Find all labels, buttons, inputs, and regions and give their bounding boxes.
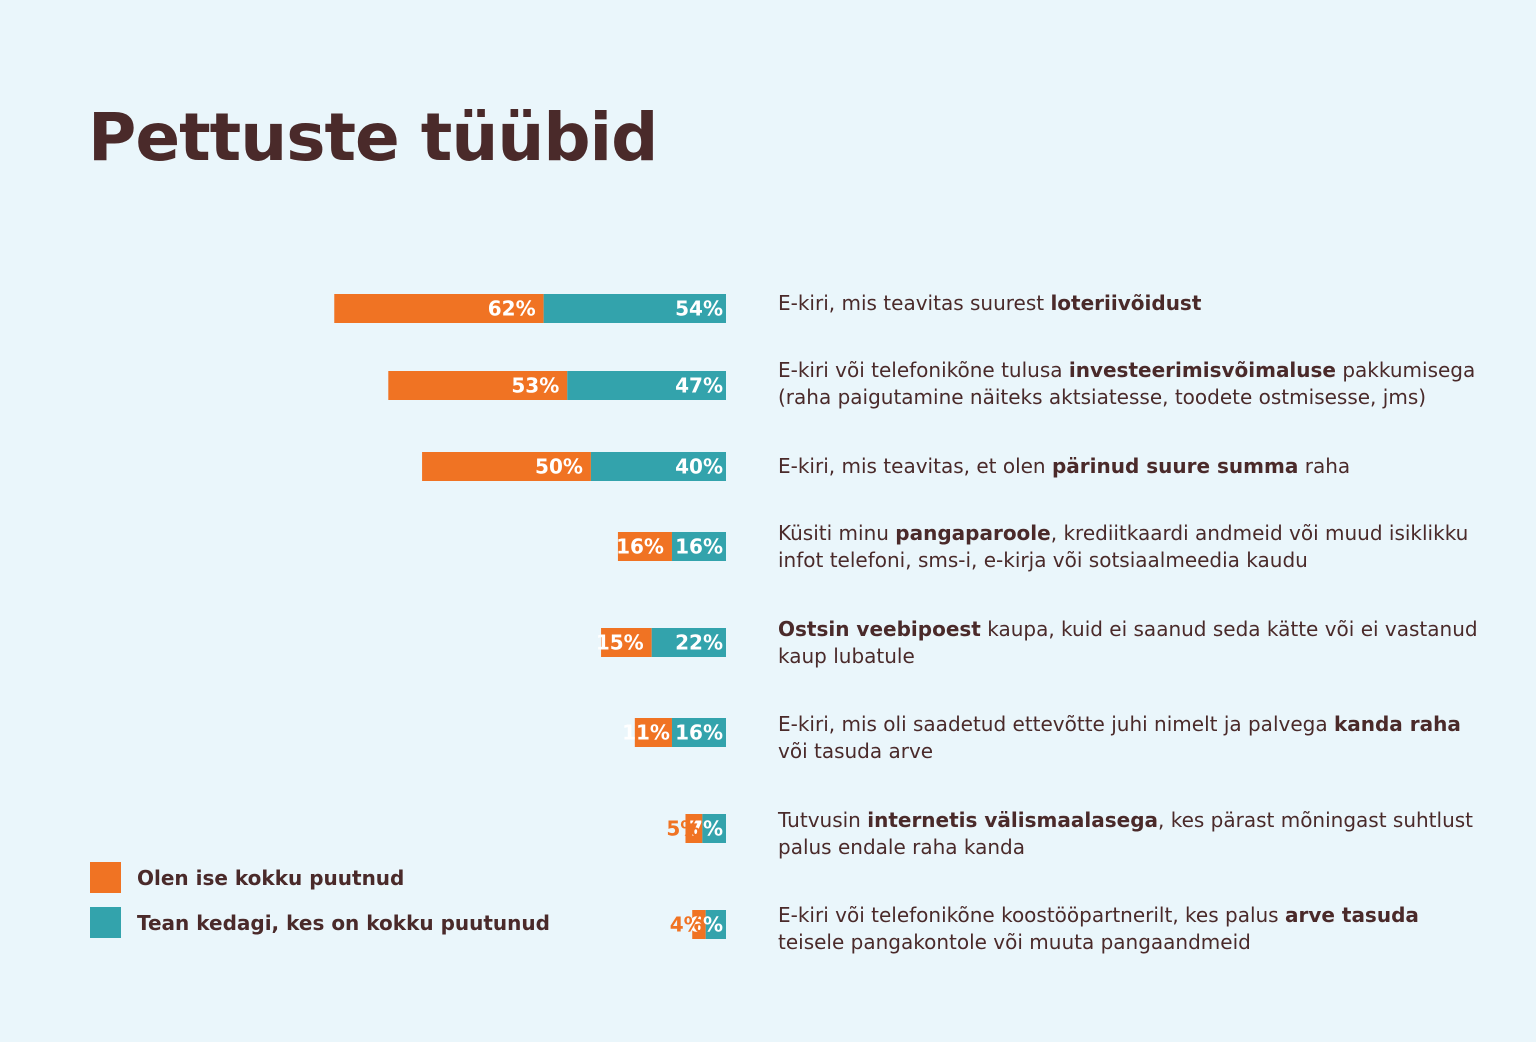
label-know-4: 16% [675, 535, 723, 559]
label-own-7: 5% [666, 817, 700, 841]
bar-own-2 [388, 371, 568, 400]
bar-know-4 [671, 532, 726, 561]
label-own-6: 11% [622, 721, 670, 745]
bar-know-6 [671, 718, 726, 747]
bar-own-1 [334, 294, 544, 323]
bar-own-3 [422, 452, 591, 481]
label-own-4: 16% [616, 535, 664, 559]
category-label-6: E-kiri, mis oli saadetud ettevõtte juhi … [778, 712, 1461, 763]
label-own-2: 53% [511, 374, 559, 398]
label-know-2: 47% [675, 374, 723, 398]
label-know-3: 40% [675, 455, 723, 479]
bar-know-5 [651, 628, 726, 657]
legend-label-know: Tean kedagi, kes on kokku puutunud [137, 910, 550, 935]
bar-know-1 [543, 294, 726, 323]
bar-own-8 [692, 910, 706, 939]
legend-item-own: Olen ise kokku puutnud [90, 862, 404, 893]
legend-swatch-own [90, 862, 121, 893]
category-label-5: Ostsin veebipoest kaupa, kuid ei saanud … [778, 617, 1478, 668]
legend-swatch-know [90, 907, 121, 938]
label-know-1: 54% [675, 297, 723, 321]
label-own-8: 4% [670, 913, 704, 937]
bar-own-5 [601, 628, 652, 657]
bar-know-2 [567, 371, 726, 400]
legend-item-know: Tean kedagi, kes on kokku puutunud [90, 907, 550, 938]
label-know-8: 6% [689, 913, 723, 937]
category-label-3: E-kiri, mis teavitas, et olen pärinud su… [778, 454, 1351, 478]
bar-know-8 [705, 910, 726, 939]
label-know-7: 7% [689, 817, 723, 841]
bar-own-4 [617, 532, 672, 561]
label-own-5: 15% [596, 631, 644, 655]
bar-know-7 [702, 814, 726, 843]
label-know-6: 16% [675, 721, 723, 745]
label-own-1: 62% [488, 297, 536, 321]
category-label-2: E-kiri või telefonikõne tulusa investeer… [778, 358, 1476, 409]
bar-own-7 [685, 814, 703, 843]
category-label-4: Küsiti minu pangaparoole, krediitkaardi … [778, 521, 1469, 572]
label-know-5: 22% [675, 631, 723, 655]
category-label-8: E-kiri või telefonikõne koostööpartneril… [778, 903, 1419, 954]
category-label-7: Tutvusin internetis välismaalasega, kes … [778, 808, 1474, 859]
page-title: Pettuste tüübid [88, 99, 658, 176]
category-label-1: E-kiri, mis teavitas suurest loteriivõid… [778, 291, 1202, 315]
bar-know-3 [590, 452, 726, 481]
label-own-3: 50% [535, 455, 583, 479]
bar-own-6 [634, 718, 672, 747]
legend-label-own: Olen ise kokku puutnud [137, 865, 405, 890]
